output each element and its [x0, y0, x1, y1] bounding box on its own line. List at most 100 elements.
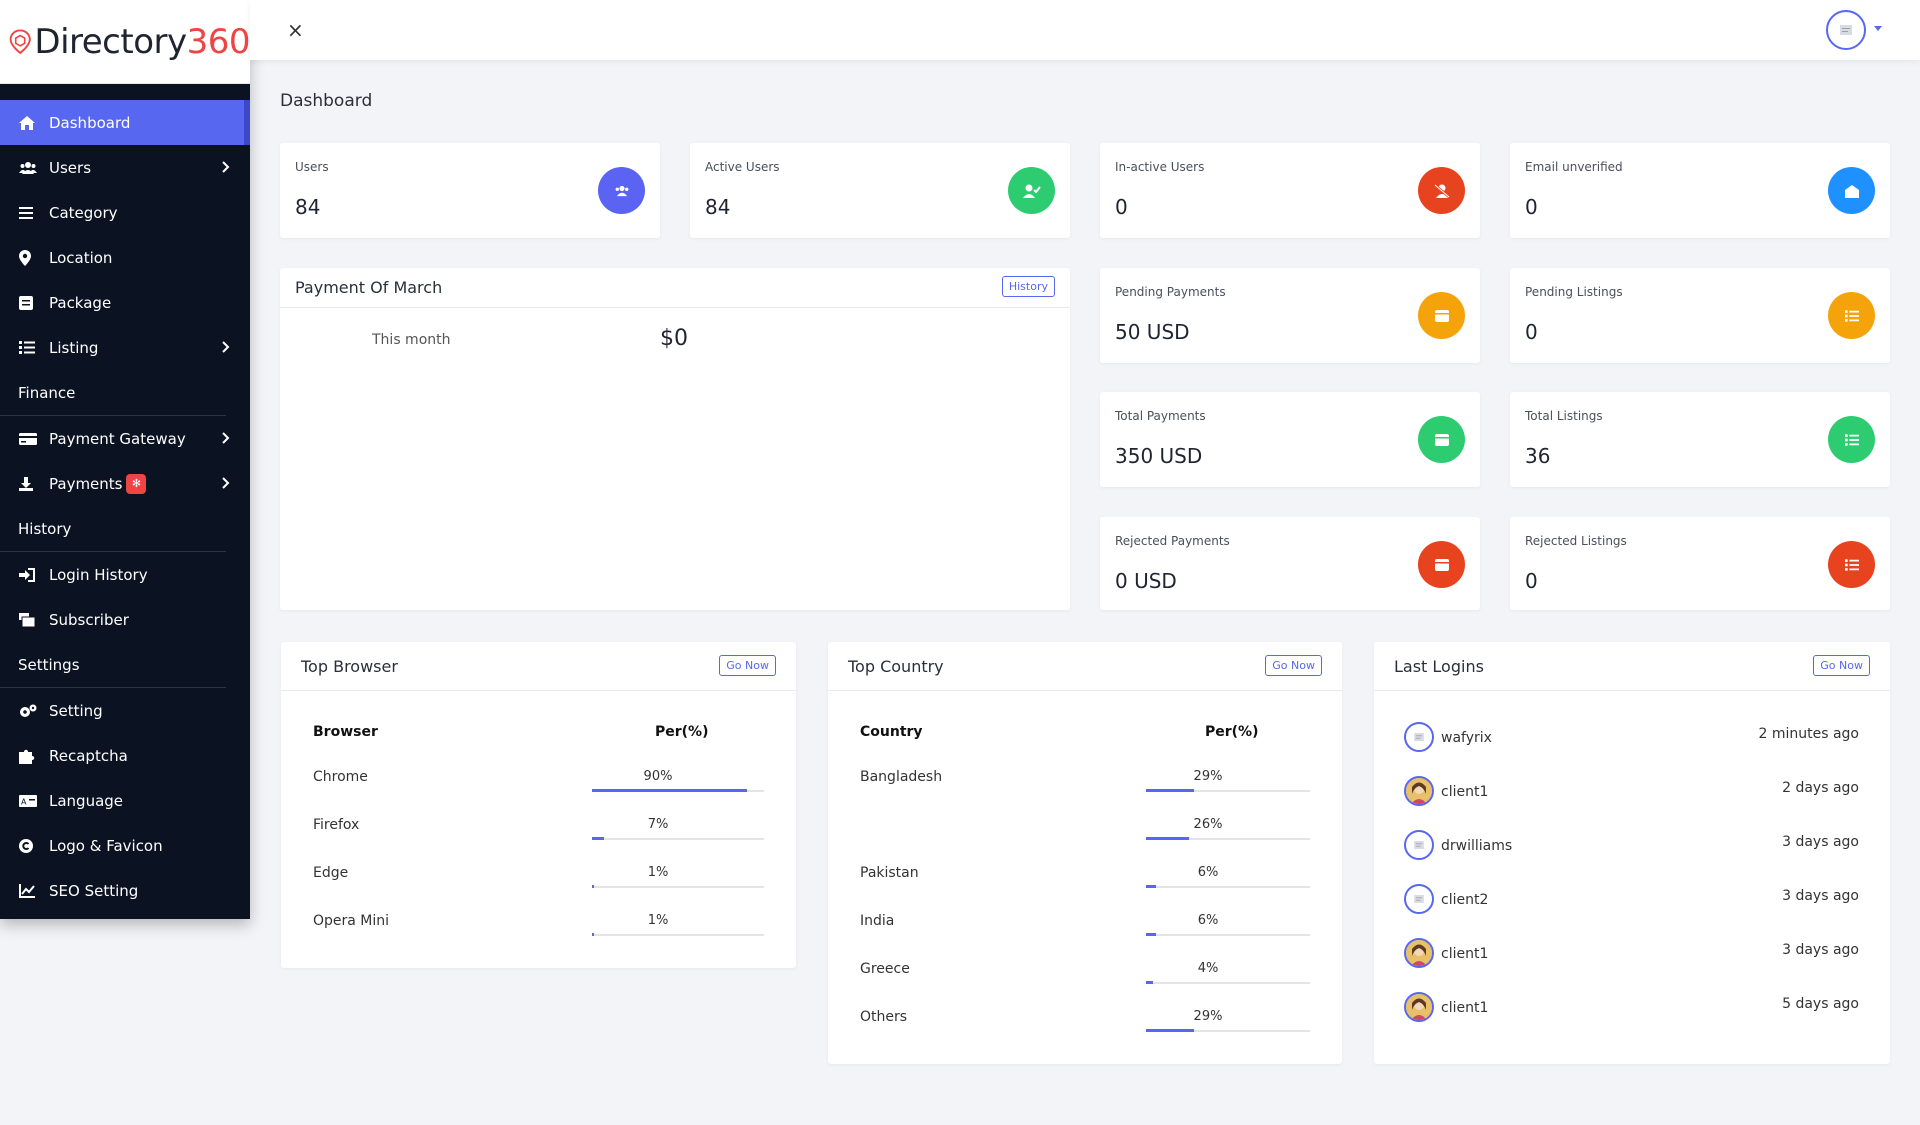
stat-card-total-payments[interactable]: Total Payments 350 USD — [1100, 392, 1480, 487]
progress-bar — [592, 837, 764, 840]
download-icon — [19, 476, 49, 491]
users-icon — [598, 167, 645, 214]
sidebar-item-label: Setting — [49, 701, 103, 720]
stat-card-pending-payments[interactable]: Pending Payments 50 USD — [1100, 268, 1480, 363]
progress-fill — [1146, 1029, 1194, 1032]
table-row-percent: 90% — [643, 769, 673, 784]
user-avatar[interactable] — [1826, 10, 1866, 50]
avatar — [1404, 722, 1434, 752]
stat-card-email-unverified[interactable]: Email unverified 0 — [1510, 143, 1890, 238]
table-row-label: Others — [860, 1009, 908, 1025]
sidebar-item-category[interactable]: Category — [0, 190, 250, 235]
listing-icon — [19, 341, 49, 354]
stat-label: In-active Users — [1115, 160, 1205, 174]
login-row[interactable]: drwilliams 3 days ago — [1404, 830, 1859, 862]
sidebar-item-label: Payment Gateway — [49, 429, 186, 448]
sidebar-item-label: Package — [49, 293, 112, 312]
stat-card-active-users[interactable]: Active Users 84 — [690, 143, 1070, 238]
avatar — [1404, 884, 1434, 914]
sidebar-item-login-history[interactable]: Login History — [0, 552, 250, 597]
column-header: Per(%) — [655, 724, 709, 740]
sidebar-item-listing[interactable]: Listing — [0, 325, 250, 370]
sidebar-item-dashboard[interactable]: Dashboard — [0, 100, 250, 145]
table-row-percent: 29% — [1193, 1009, 1223, 1024]
card-title: Last Logins — [1394, 656, 1484, 676]
sidebar-item-language[interactable]: A Language — [0, 778, 250, 823]
table-row-percent: 4% — [1197, 961, 1219, 976]
sidebar-item-label: Logo & Favicon — [49, 836, 163, 855]
list-icon — [1828, 292, 1875, 339]
stat-card-rejected-listings[interactable]: Rejected Listings 0 — [1510, 517, 1890, 610]
sidebar-section-settings: Settings — [0, 642, 226, 688]
progress-fill — [1146, 981, 1153, 984]
wallet-icon — [1418, 541, 1465, 588]
user-slash-icon — [1418, 167, 1465, 214]
stat-card-pending-listings[interactable]: Pending Listings 0 — [1510, 268, 1890, 363]
sidebar-item-payments[interactable]: Payments ✻ — [0, 461, 250, 506]
sidebar-item-logo-favicon[interactable]: Logo & Favicon — [0, 823, 250, 868]
column-header: Country — [860, 724, 923, 740]
login-row[interactable]: client2 3 days ago — [1404, 884, 1859, 916]
sidebar-item-label: Language — [49, 791, 124, 810]
sidebar-item-label: Subscriber — [49, 610, 129, 629]
stat-label: Total Payments — [1115, 409, 1206, 423]
close-icon[interactable]: × — [287, 18, 304, 42]
stat-card-inactive-users[interactable]: In-active Users 0 — [1100, 143, 1480, 238]
sidebar-item-setting[interactable]: Setting — [0, 688, 250, 733]
subscriber-icon — [19, 612, 49, 627]
history-button[interactable]: History — [1001, 276, 1055, 297]
brand-logo[interactable]: Directory360 — [0, 0, 251, 84]
avatar — [1404, 992, 1434, 1022]
progress-bar — [1146, 1029, 1310, 1032]
login-username: client1 — [1441, 946, 1489, 962]
progress-fill — [1146, 837, 1189, 840]
stat-card-total-listings[interactable]: Total Listings 36 — [1510, 392, 1890, 487]
table-row-percent: 6% — [1197, 913, 1219, 928]
progress-fill — [1146, 789, 1194, 792]
column-header: Browser — [313, 724, 378, 740]
card-header: Top Browser Go Now — [281, 642, 796, 691]
login-row[interactable]: wafyrix 2 minutes ago — [1404, 722, 1859, 754]
sidebar-item-recaptcha[interactable]: Recaptcha — [0, 733, 250, 778]
sidebar-item-users[interactable]: Users — [0, 145, 250, 190]
login-username: client1 — [1441, 1000, 1489, 1016]
progress-fill — [592, 885, 594, 888]
sidebar-item-location[interactable]: Location — [0, 235, 250, 280]
table-row-percent: 29% — [1193, 769, 1223, 784]
stat-card-rejected-payments[interactable]: Rejected Payments 0 USD — [1100, 517, 1480, 610]
notification-badge-icon: ✻ — [126, 473, 147, 494]
table-row-percent: 1% — [647, 865, 669, 880]
sidebar-item-label: Recaptcha — [49, 746, 128, 765]
go-now-button[interactable]: Go Now — [719, 655, 776, 676]
card-header: Top Country Go Now — [828, 642, 1342, 691]
progress-bar — [1146, 933, 1310, 936]
sidebar-item-package[interactable]: Package — [0, 280, 250, 325]
stat-label: Users — [295, 160, 329, 174]
stat-value: 0 — [1525, 195, 1538, 219]
login-time: 2 minutes ago — [1758, 726, 1859, 742]
login-row[interactable]: client1 3 days ago — [1404, 938, 1859, 970]
card-header: Last Logins Go Now — [1374, 642, 1890, 691]
stat-value: 0 — [1115, 195, 1128, 219]
stat-value: 84 — [295, 195, 321, 219]
column-header: Per(%) — [1205, 724, 1259, 740]
progress-bar — [592, 789, 764, 792]
login-username: drwilliams — [1441, 838, 1513, 854]
login-row[interactable]: client1 5 days ago — [1404, 992, 1859, 1024]
chevron-right-icon — [222, 159, 230, 177]
sidebar-item-payment-gateway[interactable]: Payment Gateway — [0, 416, 250, 461]
go-now-button[interactable]: Go Now — [1265, 655, 1322, 676]
login-row[interactable]: client1 2 days ago — [1404, 776, 1859, 808]
sidebar-item-label: Users — [49, 158, 92, 177]
puzzle-icon — [19, 748, 49, 764]
stat-label: Pending Payments — [1115, 285, 1226, 299]
caret-down-icon[interactable] — [1874, 26, 1882, 31]
avatar — [1404, 776, 1434, 806]
progress-fill — [592, 837, 605, 840]
sidebar-item-subscriber[interactable]: Subscriber — [0, 597, 250, 642]
sidebar-item-seo-setting[interactable]: SEO Setting — [0, 868, 250, 913]
stat-value: 50 USD — [1115, 320, 1190, 344]
table-row-label: Bangladesh — [860, 769, 943, 785]
go-now-button[interactable]: Go Now — [1813, 655, 1870, 676]
stat-card-users[interactable]: Users 84 — [280, 143, 660, 238]
